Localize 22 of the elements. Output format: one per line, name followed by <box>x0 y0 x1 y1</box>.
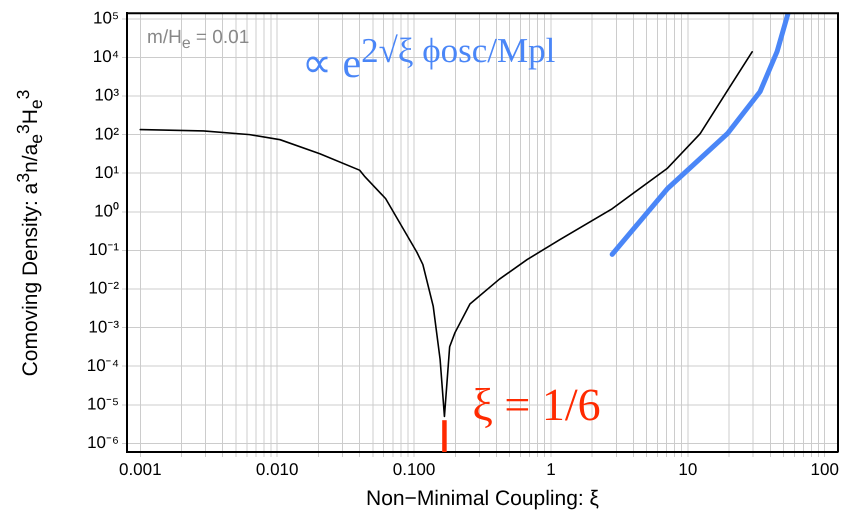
y-tick-label: 10² <box>94 124 120 144</box>
x-tick-label: 0.010 <box>256 460 298 479</box>
annotation: ∝ e$^{2√ξ ϕosc/Mpl}$ <box>302 31 556 88</box>
y-tick-label: 10⁴ <box>92 47 119 66</box>
y-tick-label: 10⁰ <box>94 202 119 221</box>
x-tick-label: 0.100 <box>392 460 436 479</box>
y-tick-label: 10⁻⁵ <box>87 394 119 414</box>
y-tick-label: 10⁻³ <box>88 317 120 336</box>
y-tick-label: 10¹ <box>94 162 120 182</box>
annotation: m/H$_{e}$ = 0.01 <box>147 27 250 53</box>
y-tick-label: 10⁻⁴ <box>86 356 119 375</box>
annotation: ξ = 1/6 <box>472 378 601 432</box>
y-tick-label: 10⁵ <box>93 8 119 28</box>
x-tick-label: 0.001 <box>118 460 162 479</box>
x-tick-label: 1 <box>546 460 556 479</box>
y-tick-label: 10⁻⁶ <box>87 433 119 452</box>
y-tick-label: 10⁻² <box>88 278 120 298</box>
x-tick-label: 100 <box>810 460 839 479</box>
x-axis-title: Non−Minimal Coupling: ξ <box>366 487 599 511</box>
y-tick-label: 10⁻¹ <box>88 240 120 260</box>
y-tick-label: 10³ <box>94 86 120 105</box>
x-tick-label: 10 <box>678 460 698 479</box>
